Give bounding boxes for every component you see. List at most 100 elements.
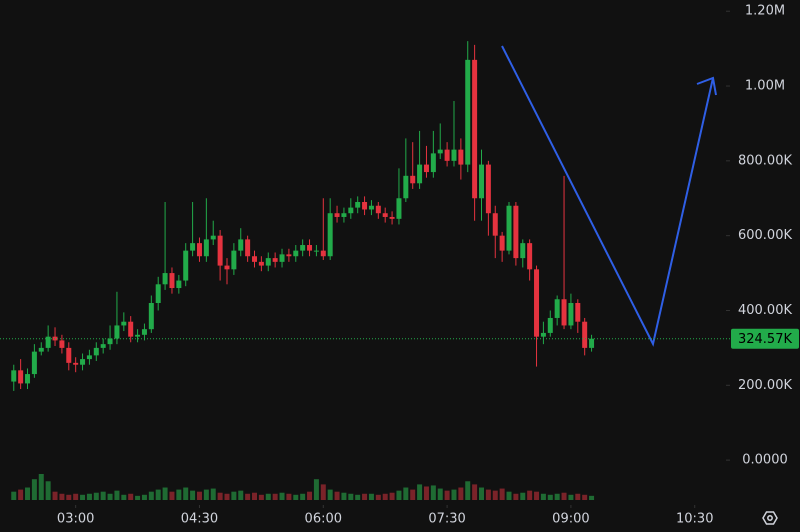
- settings-icon-center: [767, 515, 773, 521]
- candle-body: [52, 336, 58, 341]
- candle-body: [128, 321, 134, 337]
- candle-body: [114, 325, 120, 339]
- volume-bar: [355, 494, 361, 500]
- y-tick-label: 200.00K: [738, 378, 792, 393]
- candle-body: [382, 213, 388, 217]
- volume-bar: [183, 487, 189, 500]
- candle-body: [141, 329, 147, 335]
- volume-bar: [100, 491, 106, 500]
- volume-bar: [334, 491, 340, 500]
- candle-body: [320, 250, 326, 257]
- candle-body: [506, 205, 512, 251]
- candle-body: [527, 243, 533, 270]
- volume-bar: [196, 491, 202, 500]
- y-tick-label: 600.00K: [738, 228, 792, 243]
- candle-body: [203, 239, 209, 257]
- volume-bar: [86, 493, 92, 500]
- volume-bar: [492, 490, 498, 500]
- candle-body: [73, 362, 79, 365]
- candle-body: [410, 175, 416, 184]
- candle-body: [252, 256, 258, 262]
- volume-bar: [368, 493, 374, 500]
- volume-bar: [513, 493, 519, 500]
- volume-bar: [327, 489, 333, 500]
- volume-bar: [31, 479, 37, 500]
- candle-body: [38, 347, 44, 352]
- candle-body: [45, 336, 51, 348]
- volume-bar: [375, 494, 381, 500]
- settings-icon: [762, 511, 778, 525]
- candle-body: [575, 303, 581, 322]
- volume-bar: [300, 493, 306, 500]
- volume-bar: [506, 491, 512, 500]
- volume-bar: [59, 493, 65, 500]
- volume-bar: [423, 486, 429, 500]
- arrow-head: [696, 76, 717, 96]
- volume-bar: [252, 492, 258, 500]
- candle-body: [492, 213, 498, 236]
- candle-body: [93, 347, 99, 356]
- volume-bar: [561, 492, 567, 500]
- volume-bar: [382, 493, 388, 500]
- candle-body: [107, 338, 113, 345]
- candle-body: [341, 213, 347, 217]
- candle-body: [478, 164, 484, 199]
- candle-body: [375, 205, 381, 214]
- volume-bar: [307, 491, 313, 500]
- volume-bar: [465, 481, 471, 500]
- volume-bar: [148, 491, 154, 500]
- settings-button[interactable]: [762, 511, 778, 525]
- last-price-label: 324.57K: [738, 332, 792, 347]
- candle-body: [437, 149, 443, 154]
- x-tick-label: 04:30: [181, 512, 218, 527]
- candle-body: [196, 243, 202, 257]
- volume-bar: [527, 490, 533, 500]
- candle-body: [430, 153, 436, 173]
- volume-bar: [52, 491, 58, 500]
- candle-body: [568, 303, 574, 326]
- volume-bar: [320, 484, 326, 500]
- volume-bar: [224, 493, 230, 500]
- candle-body: [190, 243, 196, 251]
- volume-bar: [485, 489, 491, 500]
- candle-body: [485, 164, 491, 214]
- candle-body: [589, 338, 595, 348]
- volume-bar: [258, 494, 264, 500]
- volume-bar: [568, 494, 574, 500]
- volume-bar: [210, 488, 216, 500]
- candle-body: [465, 59, 471, 165]
- candle-body: [396, 198, 402, 219]
- volume-bar: [547, 494, 553, 500]
- candle-body: [162, 273, 168, 285]
- candle-body: [554, 299, 560, 318]
- candle-body: [11, 370, 17, 382]
- candle-body: [231, 250, 237, 270]
- volume-bar: [444, 490, 450, 500]
- y-tick-label: 400.00K: [738, 303, 792, 318]
- volume-bar: [589, 495, 595, 500]
- candle-body: [31, 351, 37, 375]
- volume-bar: [313, 479, 319, 500]
- candle-body: [155, 284, 161, 303]
- candle-body: [293, 250, 299, 257]
- volume-bar: [540, 493, 546, 500]
- volume-bar: [389, 492, 395, 500]
- volume-bar: [45, 481, 51, 500]
- x-tick-label: 10:30: [676, 512, 713, 527]
- candle-body: [403, 175, 409, 199]
- x-tick-label: 06:00: [305, 512, 342, 527]
- candle-body: [520, 243, 526, 259]
- candle-body: [169, 273, 175, 289]
- candle-body: [286, 254, 292, 257]
- volume-bar: [114, 490, 120, 500]
- volume-bar: [272, 493, 278, 500]
- volume-bar: [348, 493, 354, 500]
- volume-bar: [190, 490, 196, 500]
- candle-body: [272, 258, 278, 262]
- candle-body: [458, 149, 464, 165]
- volume-bar: [417, 484, 423, 500]
- candle-body: [80, 359, 86, 365]
- volume-bar: [410, 489, 416, 500]
